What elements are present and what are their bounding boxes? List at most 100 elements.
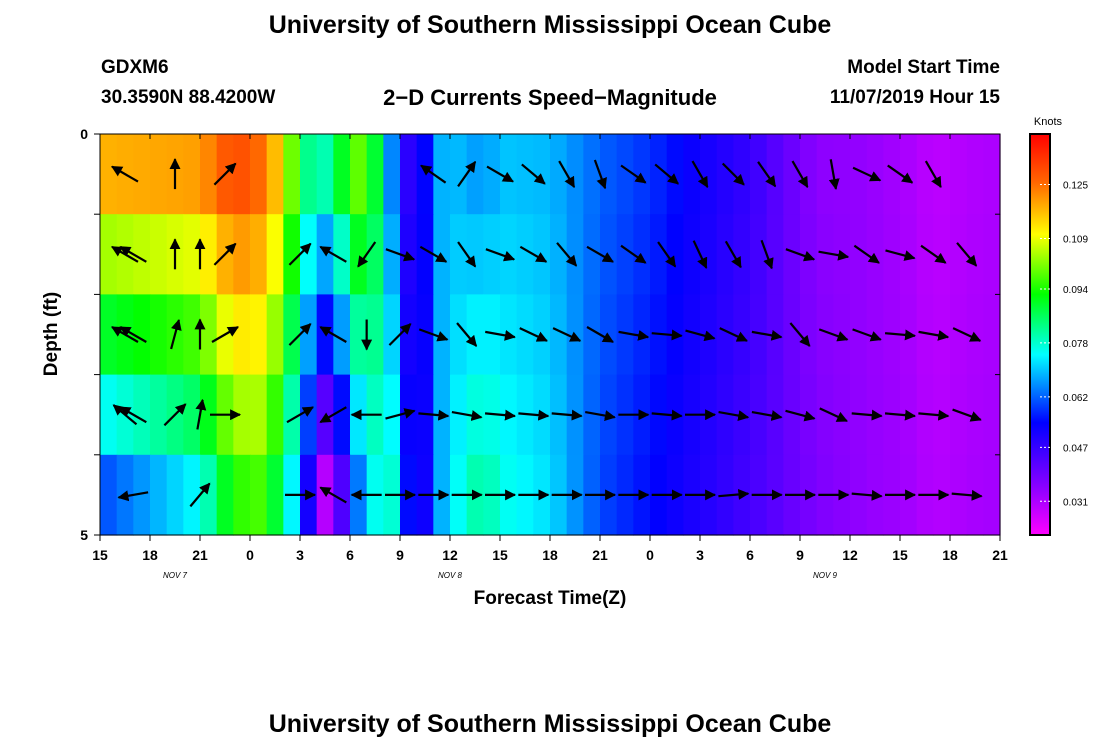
current-vector-arrow bbox=[112, 404, 138, 426]
heatmap-cell bbox=[866, 214, 884, 295]
heatmap-cell bbox=[750, 214, 768, 295]
colorbar-tick-label: 0.062 bbox=[1063, 393, 1088, 404]
heatmap-cell bbox=[833, 134, 851, 215]
heatmap-cell bbox=[416, 134, 434, 215]
heatmap-cell bbox=[966, 134, 984, 215]
heatmap-cell bbox=[383, 134, 401, 215]
heatmap-cell bbox=[633, 214, 651, 295]
heatmap-cell bbox=[100, 294, 118, 376]
heatmap-cell bbox=[466, 294, 484, 376]
current-vector-arrow bbox=[918, 409, 950, 421]
current-vector-arrow bbox=[418, 409, 450, 421]
current-vector-arrow bbox=[852, 166, 882, 182]
current-vector-arrow bbox=[319, 486, 347, 504]
heatmap-cell bbox=[233, 214, 251, 295]
heatmap-cell bbox=[150, 294, 168, 376]
page-title: University of Southern Mississippi Ocean… bbox=[268, 11, 832, 39]
heatmap-cell bbox=[250, 294, 268, 376]
heatmap-cell bbox=[916, 294, 934, 376]
current-vector-arrow bbox=[117, 490, 149, 502]
model-start-value: 11/07/2019 Hour 15 bbox=[829, 87, 1000, 108]
heatmap-cell bbox=[750, 134, 768, 215]
current-vector-arrow bbox=[388, 323, 412, 346]
x-tick-label: 6 bbox=[746, 547, 754, 563]
x-tick-label: 9 bbox=[396, 547, 404, 563]
heatmap-cell bbox=[783, 374, 801, 456]
heatmap-cell bbox=[466, 134, 484, 215]
current-vector-arrow bbox=[760, 239, 774, 270]
heatmap-cell bbox=[133, 374, 151, 456]
current-vector-arrow bbox=[920, 244, 947, 264]
heatmap-cell bbox=[666, 214, 684, 295]
heatmap-cell bbox=[516, 214, 534, 295]
current-vector-arrow bbox=[189, 482, 211, 508]
current-vector-arrow bbox=[718, 410, 750, 422]
heatmap-cell bbox=[133, 214, 151, 295]
current-vector-arrow bbox=[418, 328, 449, 342]
current-vector-arrow bbox=[853, 244, 880, 264]
current-vector-arrow bbox=[485, 248, 516, 262]
heatmap-cell bbox=[200, 374, 218, 456]
heatmap-cell bbox=[400, 134, 418, 215]
current-vector-arrow bbox=[751, 329, 783, 341]
footer-title: University of Southern Mississippi Ocean… bbox=[268, 710, 832, 738]
heatmap-cell bbox=[633, 134, 651, 215]
current-vector-arrow bbox=[119, 406, 147, 424]
heatmap-cell bbox=[300, 134, 318, 215]
heatmap-cell bbox=[966, 214, 984, 295]
heatmap-cell bbox=[716, 134, 734, 215]
heatmap-cell bbox=[133, 294, 151, 376]
heatmap-cell bbox=[816, 374, 834, 456]
current-vector-arrow bbox=[789, 322, 811, 347]
heatmap-cell bbox=[883, 214, 901, 295]
heatmap-cell bbox=[666, 134, 684, 215]
heatmap-cell bbox=[283, 374, 301, 456]
y-tick-label: 0 bbox=[80, 126, 88, 142]
x-axis: 15 18 21 0 3 6 9 12 15 18 21 0 3 6 9 12 15 18 21 NOV 7 NOV 8… bbox=[92, 134, 1008, 580]
current-vector-arrow bbox=[852, 328, 882, 342]
heatmap-cell bbox=[200, 294, 218, 376]
heatmap-cell bbox=[983, 454, 1001, 536]
heatmap-cell bbox=[450, 374, 468, 456]
current-vector-arrow bbox=[288, 323, 312, 346]
heatmap-cell bbox=[200, 134, 218, 215]
current-vector-arrow bbox=[211, 326, 239, 343]
heatmap-cell bbox=[716, 214, 734, 295]
current-vector-arrow bbox=[111, 245, 139, 263]
heatmap-cell bbox=[733, 134, 751, 215]
x-tick-label: 12 bbox=[842, 547, 858, 563]
current-vector-arrow bbox=[851, 409, 883, 421]
heatmap-cell bbox=[516, 134, 534, 215]
x-tick-label: 12 bbox=[442, 547, 458, 563]
x-tick-label: 15 bbox=[892, 547, 908, 563]
heatmap-cell bbox=[266, 454, 284, 536]
heatmap-cell bbox=[266, 214, 284, 295]
current-vector-arrow bbox=[924, 160, 942, 189]
heatmap-cell bbox=[233, 134, 251, 215]
heatmap-cell bbox=[383, 294, 401, 376]
current-vector-arrow bbox=[518, 409, 550, 421]
colorbar-tick-label: 0.047 bbox=[1063, 443, 1088, 454]
colorbar-unit: Knots bbox=[1034, 116, 1063, 128]
heatmap-cell bbox=[366, 294, 384, 376]
heatmap-cell bbox=[383, 214, 401, 295]
current-vector-arrow bbox=[721, 162, 745, 186]
heatmap-cell bbox=[216, 454, 234, 536]
current-vector-arrow bbox=[724, 240, 742, 269]
heatmap-cell bbox=[200, 214, 218, 295]
heatmap-cell bbox=[683, 294, 701, 376]
current-vector-arrow bbox=[620, 244, 647, 264]
current-vector-arrow bbox=[828, 159, 840, 190]
heatmap-cell bbox=[383, 374, 401, 456]
station-id: GDXM6 bbox=[101, 57, 169, 78]
heatmap-cell bbox=[933, 134, 951, 215]
x-tick-label: 15 bbox=[492, 547, 508, 563]
heatmap-cell bbox=[450, 134, 468, 215]
current-vector-arrow bbox=[618, 329, 650, 341]
heatmap-cell bbox=[716, 374, 734, 456]
y-axis-label: Depth (ft) bbox=[41, 292, 62, 376]
heatmap-cell bbox=[600, 134, 618, 215]
heatmap-cell bbox=[816, 294, 834, 376]
heatmap-cell bbox=[750, 294, 768, 376]
colorbar-tick-label: 0.094 bbox=[1063, 285, 1088, 296]
